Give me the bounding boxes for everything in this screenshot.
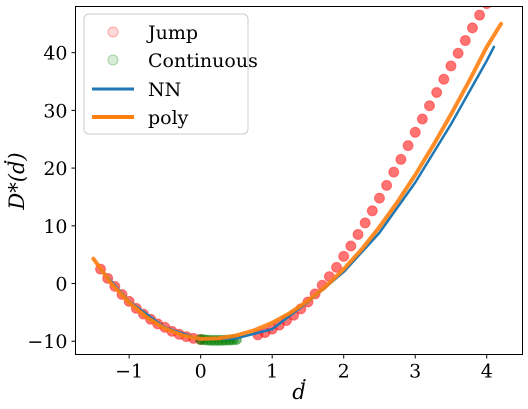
jump-point [431, 86, 443, 98]
jump-point [459, 35, 471, 47]
y-tick-label: 10 [43, 216, 67, 238]
jump-point [338, 250, 350, 262]
plot-frame [75, 6, 523, 355]
x-tick-label: 2 [338, 361, 350, 383]
jump-point [366, 205, 378, 217]
jump-point [416, 113, 428, 125]
jump-point [402, 140, 414, 152]
legend: Jump Continuous NN poly [83, 13, 258, 135]
jump-point [474, 9, 486, 21]
x-axis-ticks: −1 0 1 2 3 4 [115, 354, 493, 383]
y-tick-label: 20 [43, 158, 67, 180]
jump-point [381, 179, 393, 191]
jump-point [466, 22, 478, 34]
jump-point [352, 228, 364, 240]
jump-point [345, 240, 357, 252]
jump-point [395, 153, 407, 165]
jump-point [482, 6, 492, 10]
x-tick-label: 0 [195, 361, 207, 383]
y-tick-label: −10 [27, 331, 67, 353]
x-tick-label: 1 [266, 361, 278, 383]
poly-line [91, 21, 504, 341]
x-tick-label: 4 [481, 361, 493, 383]
legend-box [83, 13, 249, 135]
legend-marker-jump [107, 26, 119, 38]
jump-point [452, 47, 464, 59]
jump-point [409, 126, 421, 138]
legend-label-nn: NN [148, 79, 181, 101]
y-tick-label: 30 [43, 100, 67, 122]
y-axis-label: D*(ḋ) [4, 152, 29, 210]
legend-label-poly: poly [148, 107, 189, 129]
x-tick-label: 3 [409, 361, 421, 383]
jump-point [359, 217, 371, 229]
jump-point [331, 261, 343, 273]
jump-point [424, 100, 436, 112]
jump-point [445, 60, 457, 72]
legend-label-jump: Jump [146, 22, 198, 44]
y-tick-label: 0 [55, 274, 67, 296]
y-tick-label: 40 [43, 43, 67, 65]
y-axis-ticks: −10 0 10 20 30 40 [27, 43, 76, 353]
jump-point [373, 192, 385, 204]
x-axis-label: ḋ [292, 379, 306, 404]
x-tick-label: −1 [115, 361, 143, 383]
jump-point [388, 166, 400, 178]
jump-point [438, 73, 450, 85]
legend-label-continuous: Continuous [148, 50, 258, 72]
legend-marker-continuous [107, 54, 119, 66]
series-layer [91, 6, 504, 346]
